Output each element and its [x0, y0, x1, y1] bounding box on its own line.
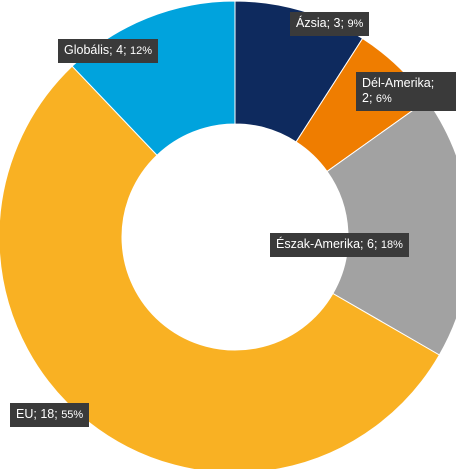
label-pct: 12% [130, 45, 153, 57]
label-pct: 6% [375, 93, 392, 105]
data-label-eu: EU; 18; 55% [10, 403, 90, 427]
data-label-eszak-amerika: Észak-Amerika; 6; 18% [270, 233, 409, 257]
label-value: 2 [362, 91, 369, 105]
data-label-globalis: Globális; 4; 12% [58, 39, 159, 63]
label-name: Ázsia [296, 16, 327, 30]
slice-eu [0, 65, 441, 469]
label-pct: 55% [61, 409, 84, 421]
label-pct: 9% [347, 18, 364, 30]
label-name: Észak-Amerika [276, 237, 361, 251]
label-value: 4 [116, 43, 124, 57]
label-value: 18 [40, 407, 55, 421]
label-name: Dél-Amerika; [362, 76, 435, 90]
label-name: EU [16, 407, 34, 421]
label-name: Globális [64, 43, 110, 57]
label-pct: 18% [380, 239, 403, 251]
label-value: 3 [333, 16, 341, 30]
data-label-azsia: Ázsia; 3; 9% [290, 12, 370, 36]
label-value: 6 [367, 237, 374, 251]
data-label-del-amerika: Dél-Amerika; 2; 6% [356, 72, 456, 111]
slice-eszak-amerika [326, 99, 456, 356]
